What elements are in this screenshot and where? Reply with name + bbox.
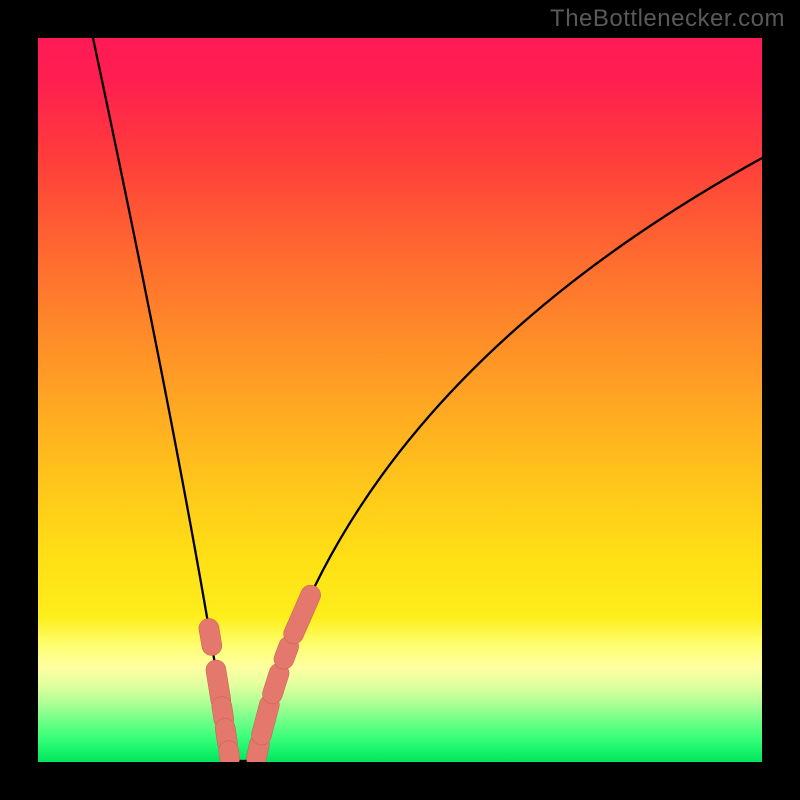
watermark-text: TheBottlenecker.com (550, 5, 785, 33)
v-curve (93, 38, 762, 761)
plot-area (38, 38, 762, 762)
plot-svg (38, 38, 762, 762)
data-bead (197, 617, 223, 657)
data-bead (280, 582, 323, 647)
stage: TheBottlenecker.com (0, 0, 800, 800)
